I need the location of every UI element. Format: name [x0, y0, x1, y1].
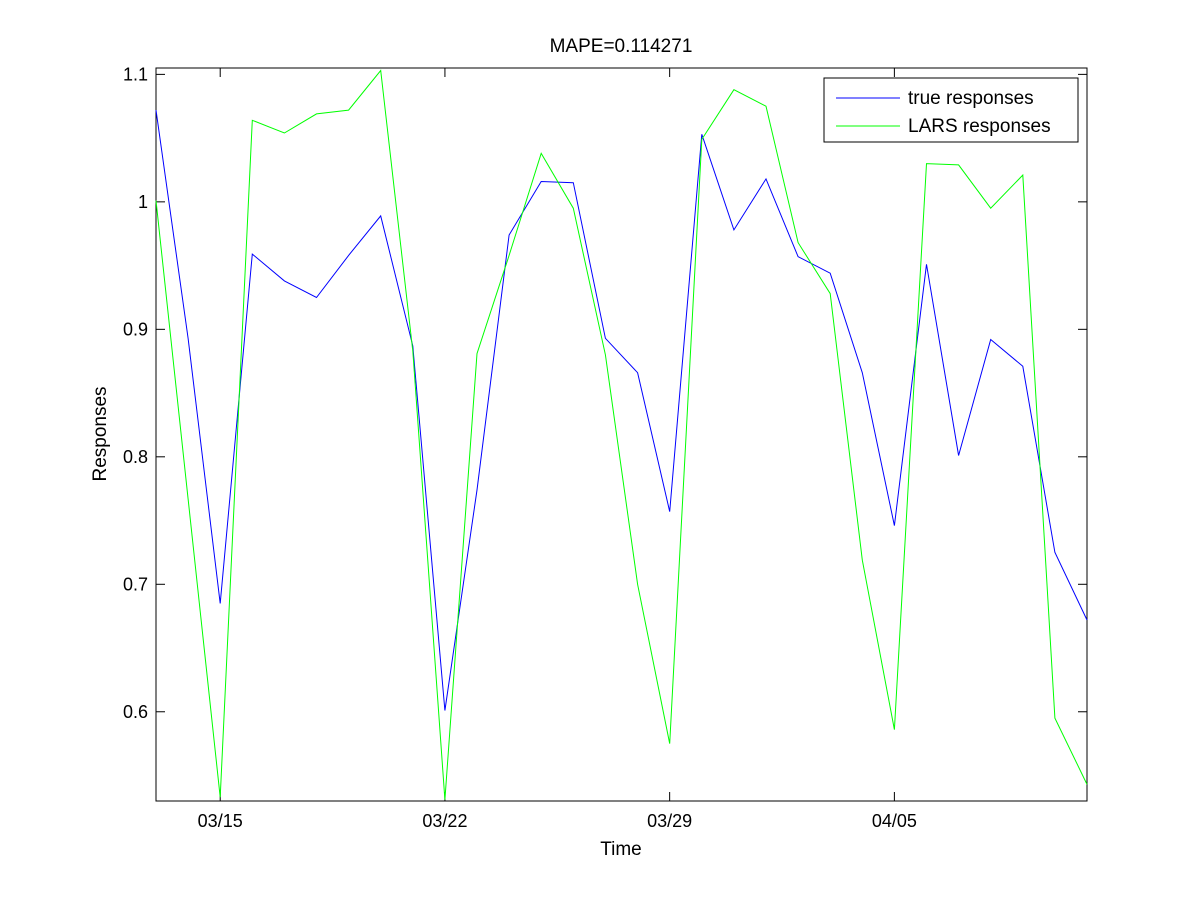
y-tick-label: 0.6	[123, 702, 148, 722]
x-tick-label: 04/05	[872, 811, 917, 831]
series-line-lars-responses	[155, 69, 1088, 800]
y-axis: 0.6 0.7 0.8 0.9 1 1.1	[123, 64, 1087, 722]
y-tick-label: 0.7	[123, 574, 148, 594]
chart-title: MAPE=0.114271	[550, 36, 693, 57]
legend-label-lars-responses: LARS responses	[908, 116, 1051, 137]
x-axis-label: Time	[600, 839, 642, 860]
y-axis-label: Responses	[90, 386, 111, 481]
x-tick-label: 03/22	[422, 811, 467, 831]
x-tick-label: 03/15	[198, 811, 243, 831]
series-line-true-responses	[155, 110, 1088, 711]
y-tick-label: 1	[138, 192, 148, 212]
plot-area: 0.6 0.7 0.8 0.9 1 1.1 03/15 03/22 03/29 04/05	[123, 64, 1088, 831]
x-axis: 03/15 03/22 03/29 04/05	[198, 68, 917, 831]
y-tick-label: 1.1	[123, 64, 148, 84]
legend-box	[823, 77, 1079, 143]
y-tick-label: 0.8	[123, 447, 148, 467]
series-group	[155, 69, 1088, 800]
x-tick-label: 03/29	[647, 811, 692, 831]
axes-box	[155, 67, 1088, 802]
legend-label-true-responses: true responses	[908, 88, 1034, 109]
y-tick-label: 0.9	[123, 319, 148, 339]
legend: true responses LARS responses	[823, 77, 1079, 143]
